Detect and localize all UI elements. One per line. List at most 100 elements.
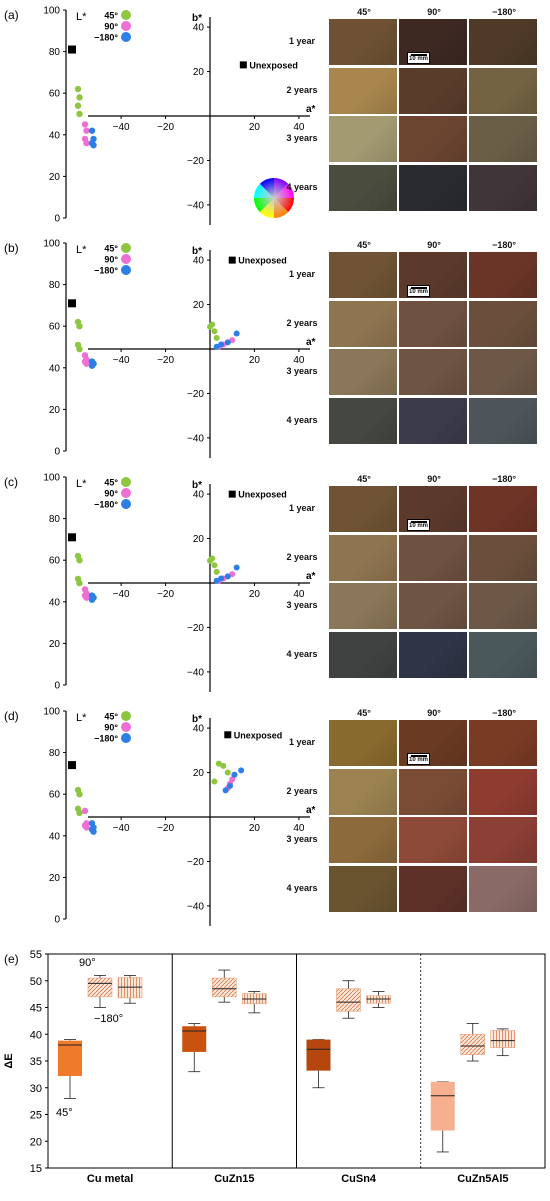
l-point-m180 — [90, 360, 97, 367]
box-m180 — [117, 977, 143, 999]
category-label: CuZn15 — [214, 1173, 254, 1185]
ab-point-45 — [211, 562, 218, 569]
l-point-45 — [76, 557, 83, 564]
category-label: CuSn4 — [341, 1173, 377, 1185]
l-point-m180 — [90, 828, 97, 835]
legend-label: 45° — [104, 712, 118, 722]
ab-unexposed-marker — [228, 256, 236, 264]
photo-column-header: 45° — [357, 474, 371, 484]
l-axis-tick-label: 20 — [49, 639, 61, 650]
unexposed-label: Unexposed — [238, 490, 287, 500]
b-axis-tick-label: 40 — [193, 256, 205, 267]
a-axis-tick-label: −20 — [157, 122, 174, 133]
sample-photo — [469, 768, 537, 815]
l-point-45 — [74, 102, 82, 109]
photo-row-label: 3 years — [286, 600, 318, 610]
a-axis-title: a* — [306, 571, 316, 582]
b-axis-tick-label: −40 — [187, 200, 204, 211]
sample-photo — [329, 768, 397, 815]
photo-column-header: −180° — [492, 240, 516, 250]
l-axis-tick-label: 80 — [49, 748, 61, 759]
a-axis-tick-label: 20 — [249, 355, 261, 366]
box-m180 — [366, 995, 391, 1004]
a-axis-tick-label: −20 — [157, 823, 174, 834]
l-axis-tick-label: 60 — [49, 322, 61, 333]
unexposed-label: Unexposed — [249, 60, 298, 70]
sample-photo — [469, 720, 537, 766]
photo-column-header: −180° — [492, 7, 516, 17]
l-axis-tick-label: 80 — [49, 47, 61, 58]
ab-point-90 — [229, 337, 236, 344]
box-m180 — [490, 1030, 516, 1048]
sample-photo — [469, 486, 537, 532]
sample-photo — [469, 116, 537, 162]
delta-e-tick-label: 50 — [30, 976, 42, 988]
sample-photo — [329, 720, 397, 766]
delta-e-tick-label: 40 — [30, 1029, 42, 1041]
sample-photo — [399, 817, 467, 863]
ab-unexposed-marker — [239, 61, 247, 69]
a-axis-tick-label: 40 — [293, 589, 305, 600]
b-axis-tick-label: −40 — [187, 667, 204, 678]
l-axis-tick-label: 0 — [54, 214, 60, 225]
sample-photo — [399, 67, 467, 114]
scale-bar: 10 mm — [407, 753, 431, 765]
l-axis-title: L* — [76, 11, 87, 23]
l-axis-title: L* — [76, 478, 87, 490]
ab-unexposed-marker — [224, 731, 232, 739]
box-90 — [211, 977, 237, 998]
legend-marker — [121, 722, 131, 732]
sample-photo — [469, 300, 537, 347]
b-axis-title: b* — [192, 714, 202, 725]
ab-point-45 — [211, 328, 218, 335]
panel-d: (d) 0 20 40 60 80 100 L* 45°90°−180° −40 −20 20 40 −4… — [4, 707, 316, 926]
b-axis-tick-label: 40 — [193, 23, 205, 34]
a-axis-tick-label: −40 — [113, 355, 130, 366]
b-axis-tick-label: 40 — [193, 724, 205, 735]
sample-photo — [469, 349, 537, 395]
photo-row-label: 1 year — [288, 36, 316, 46]
l-axis-tick-label: 80 — [49, 514, 61, 525]
sample-photo — [469, 19, 537, 65]
l-axis-title: L* — [76, 244, 87, 256]
photo-column-header: 45° — [357, 7, 371, 17]
unexposed-label: Unexposed — [234, 730, 283, 740]
photo-column-header: −180° — [492, 474, 516, 484]
photo-row-label: 3 years — [286, 366, 318, 376]
photo-row-label: 3 years — [286, 834, 318, 844]
panel-label: (b) — [4, 241, 19, 255]
sample-photo — [399, 116, 467, 162]
sample-photo — [399, 720, 467, 766]
sample-photo — [399, 397, 467, 444]
sample-photo — [329, 252, 397, 298]
l-point-45 — [76, 579, 83, 587]
legend-marker — [121, 477, 131, 487]
delta-e-axis-title: ΔE — [3, 1053, 15, 1068]
category-label: Cu metal — [87, 1173, 133, 1185]
legend-marker — [121, 265, 131, 275]
b-axis-title: b* — [192, 246, 202, 257]
photo-row-label: 1 year — [288, 269, 316, 279]
legend-marker — [121, 733, 131, 743]
ab-point-m180 — [233, 330, 240, 337]
l-axis-tick-label: 80 — [49, 280, 61, 291]
l-axis-tick-label: 40 — [49, 597, 61, 608]
legend-label: −180° — [94, 266, 118, 276]
l-point-45 — [76, 94, 83, 101]
l-axis-tick-label: 100 — [43, 6, 60, 17]
box-45 — [306, 1039, 331, 1071]
l-point-45 — [76, 791, 83, 798]
photo-row-label: 3 years — [286, 133, 318, 143]
ab-point-90 — [229, 776, 236, 783]
legend-marker — [121, 254, 131, 264]
sample-photo — [399, 631, 467, 678]
l-point-m180 — [90, 142, 97, 149]
sample-photo — [329, 865, 397, 912]
b-axis-tick-label: −20 — [187, 389, 204, 400]
sample-photo — [469, 164, 537, 211]
l-axis-tick-label: 20 — [49, 172, 61, 183]
sample-photo — [469, 534, 537, 581]
sample-photo — [329, 67, 397, 114]
category-label: CuZn5Al5 — [457, 1173, 508, 1185]
sample-photo — [469, 67, 537, 114]
